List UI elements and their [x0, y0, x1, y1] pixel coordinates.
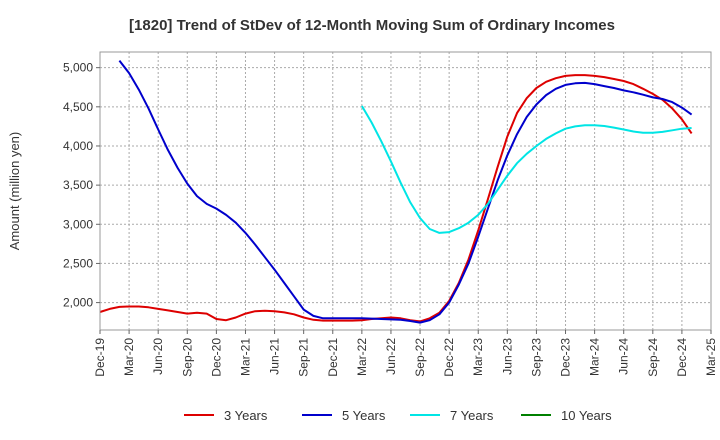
y-tick-label: 4,000 [63, 139, 93, 153]
plot-frame [99, 51, 712, 331]
x-tick-label: Dec-23 [559, 338, 573, 377]
series-line-3-years [99, 74, 693, 323]
x-tick-label: Jun-24 [617, 338, 631, 375]
x-tick-label: Mar-21 [238, 338, 252, 376]
x-tick-label: Dec-24 [675, 338, 689, 377]
x-tick-label: Mar-23 [471, 338, 485, 376]
x-axis: Dec-19 Mar-20 Jun-20 Sep-20 Dec-20 Mar-21 Jun-… [93, 330, 718, 377]
y-tick-label: 2,000 [63, 296, 93, 310]
x-tick-label: Sep-20 [180, 338, 194, 377]
x-tick-label: Sep-23 [529, 338, 543, 377]
legend-label-10-years: 10 Years [561, 408, 612, 423]
x-tick-label: Sep-22 [413, 338, 427, 377]
x-tick-label: Jun-23 [500, 338, 514, 375]
x-tick-label: Mar-25 [704, 338, 718, 376]
grid [100, 52, 711, 330]
x-tick-label: Jun-22 [384, 338, 398, 375]
x-tick-label: Mar-20 [122, 338, 136, 376]
x-tick-label: Dec-20 [209, 338, 223, 377]
y-axis: 2,000 2,500 3,000 3,500 4,000 4,500 5,000 [63, 61, 100, 310]
legend-label-3-years: 3 Years [224, 408, 268, 423]
series-line-5-years [118, 59, 693, 324]
x-tick-label: Jun-20 [151, 338, 165, 375]
x-tick-label: Jun-21 [268, 338, 282, 375]
y-axis-label: Amount (million yen) [7, 132, 22, 251]
y-tick-label: 3,000 [63, 217, 93, 231]
y-tick-label: 3,500 [63, 178, 93, 192]
legend-label-5-years: 5 Years [342, 408, 386, 423]
x-tick-label: Mar-22 [355, 338, 369, 376]
legend: 3 Years 5 Years 7 Years 10 Years [184, 408, 612, 423]
x-tick-label: Mar-24 [588, 338, 602, 376]
y-tick-label: 4,500 [63, 100, 93, 114]
series-lines [99, 59, 693, 324]
x-tick-label: Dec-19 [93, 338, 107, 377]
y-tick-label: 2,500 [63, 256, 93, 270]
x-tick-label: Dec-21 [326, 338, 340, 377]
x-tick-label: Sep-21 [297, 338, 311, 377]
chart-title: [1820] Trend of StDev of 12-Month Moving… [129, 17, 615, 34]
legend-label-7-years: 7 Years [450, 408, 494, 423]
x-tick-label: Dec-22 [442, 338, 456, 377]
y-tick-label: 5,000 [63, 61, 93, 75]
series-line-7-years [361, 105, 692, 234]
x-tick-label: Sep-24 [646, 338, 660, 377]
